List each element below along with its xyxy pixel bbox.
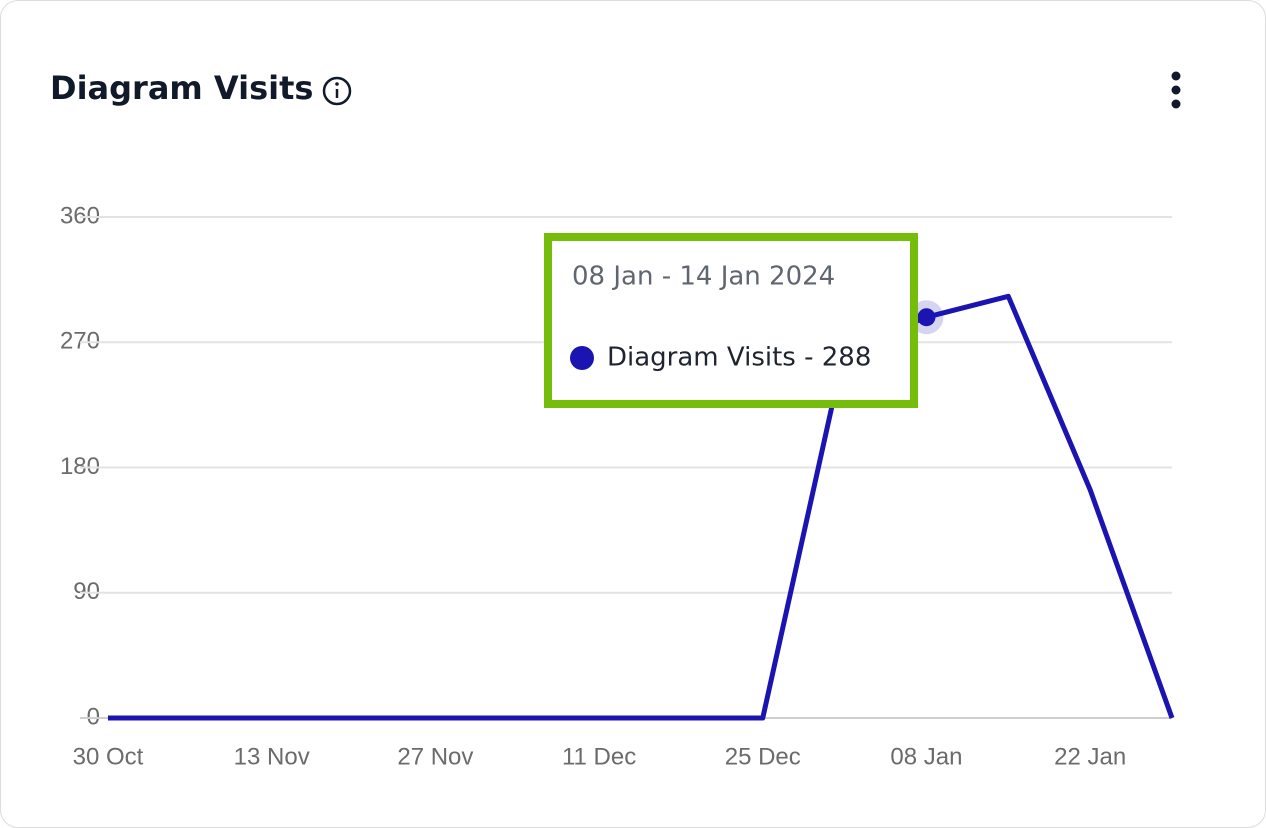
chart-title: Diagram Visits [50,69,313,107]
x-tick-label: 11 Dec [562,743,636,770]
tooltip-label: Diagram Visits - 288 [607,343,871,373]
info-icon[interactable] [322,76,352,106]
x-tick-label: 25 Dec [725,743,801,770]
line [108,293,1175,721]
hover-point [917,308,936,327]
x-tick-label: 30 Oct [73,743,144,770]
x-tick-label: 08 Jan [890,743,962,770]
plot: 0 90 180 270 360 30 Oct 13 Nov 27 Nov 11 Dec 25 D… [60,202,1175,770]
y-tick-label: 360 [60,202,100,229]
tooltip-title: 08 Jan - 14 Jan 2024 [572,262,835,292]
y-tick-label: 180 [60,453,100,480]
x-tick-label: 22 Jan [1054,743,1126,770]
more-menu[interactable] [1171,71,1181,109]
tooltip-swatch [570,346,594,370]
tooltip-box [544,233,918,408]
y-tick-label: 90 [73,578,100,605]
x-tick-label: 27 Nov [397,743,473,770]
y-tick-label: 270 [60,328,100,355]
tooltip: 08 Jan - 14 Jan 2024 Diagram Visits - 288 [544,233,944,408]
x-tick-label: 13 Nov [234,743,310,770]
y-tick-label: 0 [87,703,100,730]
